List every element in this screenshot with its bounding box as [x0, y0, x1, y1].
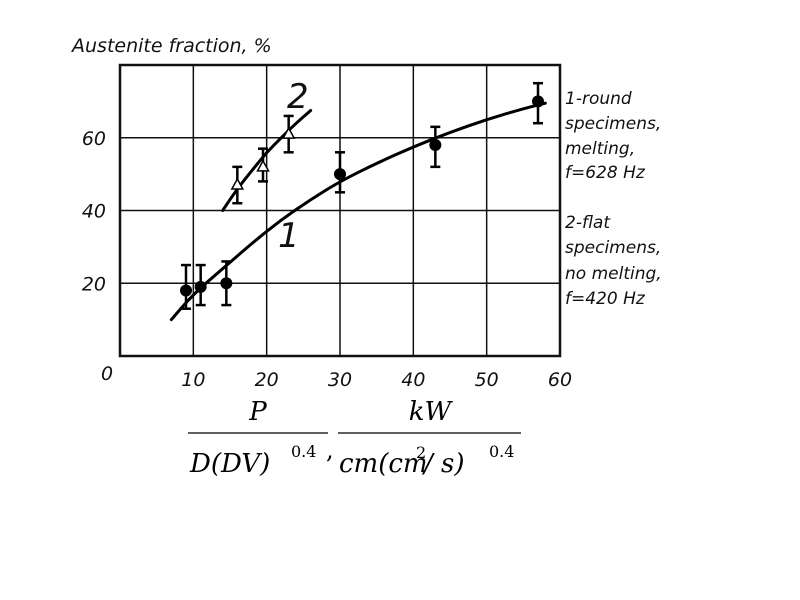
marker-filled-circle [194, 280, 207, 293]
fit-curve-1 [169, 101, 547, 322]
y-tick-label: 60 [82, 128, 106, 150]
x-axis-label-formula: P D(DV) 0.4 , kW cm(cm 2 / s) 0.4 [188, 397, 521, 479]
formula-left-denominator: D(DV) [189, 449, 270, 479]
legend-line: specimens, [565, 238, 661, 258]
formula-left-numerator: P [248, 397, 267, 427]
marker-filled-circle [220, 277, 233, 290]
y-tick-labels: 20 40 60 [82, 128, 106, 296]
formula-right-denominator-b: / s) [421, 449, 465, 479]
series-1-point-2 [220, 260, 233, 307]
series-2-point-1 [256, 147, 270, 183]
legend-line: 1-round [565, 89, 632, 109]
formula-right-exponent: 0.4 [489, 442, 514, 461]
series-1-point-0 [180, 263, 192, 310]
marker-filled-circle [429, 139, 442, 152]
x-tick-label: 20 [255, 369, 279, 391]
curve-label-2: 2 [287, 77, 309, 117]
marker-open-triangle [230, 177, 245, 190]
x-tick-labels: 10 20 30 40 50 60 [181, 369, 572, 391]
formula-right-numerator: kW [409, 397, 454, 427]
legend-line: specimens, [565, 114, 661, 134]
marker-open-triangle [281, 126, 296, 139]
x-tick-label: 40 [401, 369, 425, 391]
series-2-point-2 [281, 114, 296, 154]
marker-filled-circle [532, 95, 544, 108]
legend-line: no melting, [565, 264, 662, 284]
legend-line: melting, [565, 139, 635, 159]
grid [120, 65, 560, 356]
x-tick-label: 10 [181, 369, 205, 391]
series-1-point-4 [429, 125, 442, 169]
marker-filled-circle [180, 284, 192, 297]
series-1-point-3 [334, 151, 346, 194]
y-tick-label: 40 [82, 201, 106, 223]
series-1-point-1 [194, 263, 207, 307]
legend: 1-round specimens, melting, f=628 Hz 2-flat s… [565, 89, 662, 309]
formula-right-denominator-a: cm(cm [339, 449, 428, 479]
formula-left-exponent: 0.4 [291, 442, 316, 461]
formula-separator: , [326, 436, 334, 464]
curve-label-1: 1 [278, 216, 300, 256]
legend-line: f=628 Hz [565, 163, 646, 183]
y-tick-label: 20 [82, 273, 106, 295]
x-tick-label: 60 [548, 369, 572, 391]
data-points [180, 81, 544, 310]
series-1-point-5 [532, 81, 544, 125]
origin-label: 0 [101, 363, 113, 385]
series-2-point-0 [230, 165, 245, 205]
x-tick-label: 50 [475, 369, 499, 391]
legend-line: 2-flat [565, 213, 611, 233]
x-tick-label: 30 [328, 369, 352, 391]
formula-right-sup: 2 [416, 443, 426, 462]
legend-line: f=420 Hz [565, 289, 646, 309]
y-axis-title: Austenite fraction, % [70, 35, 272, 57]
marker-filled-circle [334, 168, 346, 181]
marker-open-triangle [256, 159, 270, 172]
